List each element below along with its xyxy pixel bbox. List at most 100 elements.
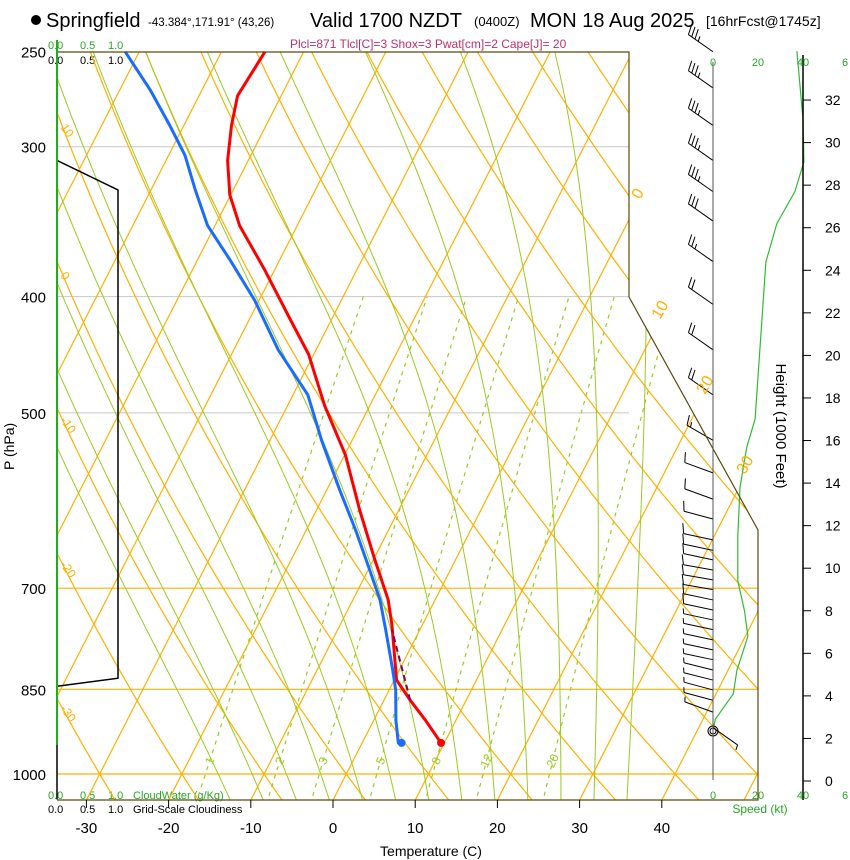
wind-barb-flag (687, 367, 693, 378)
cloudwater-tick: 1.0 (108, 40, 123, 52)
temperature-tick-label: 20 (489, 820, 506, 837)
temperature-tick-label: -10 (240, 820, 262, 837)
wind-barb-half (697, 36, 701, 42)
speed-tick-label: 40 (797, 790, 809, 802)
wind-barb-half (735, 744, 739, 751)
wind-barb-stem (683, 564, 714, 571)
wind-barb-flag (691, 166, 696, 177)
wind-barb-stem (683, 633, 714, 641)
x-axis-label: Temperature (C) (380, 843, 482, 859)
moist-adiabat-line (57, 52, 266, 800)
wind-barb (684, 452, 714, 474)
wind-barb-stem (683, 643, 714, 651)
pressure-tick-label: 250 (21, 45, 46, 62)
wind-barb-flag (687, 234, 693, 245)
wind-barb-stem (683, 622, 714, 631)
wind-barb-stem (683, 652, 714, 661)
moist-adiabat-line (57, 52, 332, 800)
cloudiness-tick: 0.5 (80, 804, 95, 816)
height-tick-label: 8 (825, 603, 833, 619)
wind-barb-stem (688, 377, 714, 396)
wind-barb (681, 554, 714, 571)
moist-adiabat-line (57, 52, 233, 800)
wind-barb-stem (683, 583, 714, 591)
wind-barb (682, 593, 714, 611)
wind-barb-flag (687, 60, 693, 71)
isotherm-label: 0 (629, 186, 648, 202)
speed-tick-label: 0 (710, 790, 716, 802)
height-tick-label: 26 (825, 220, 841, 236)
cloudwater-label: CloudWater (g/Kg) (133, 790, 224, 802)
height-tick-label: 24 (825, 262, 841, 278)
mixing-ratio-line (367, 296, 520, 800)
dry-adiabat-line (409, 52, 758, 800)
wind-barb (712, 727, 739, 751)
valid-time: Valid 1700 NZDT (310, 10, 462, 32)
wind-barb (687, 60, 714, 89)
wind-barb-stem (688, 70, 714, 89)
utc-time: (0400Z) (474, 14, 520, 29)
forecast-info: [16hrFcst@1745z] (706, 13, 821, 29)
wind-barb (683, 667, 714, 681)
wind-barb-flag (687, 133, 693, 144)
wind-barb (682, 628, 714, 641)
wind-barb-stem (683, 533, 714, 541)
mixing-ratio-label: 20 (544, 752, 562, 770)
wind-barb (681, 574, 714, 591)
wind-barb-flag (691, 236, 696, 247)
wind-barb (683, 676, 714, 691)
wind-barb-stem (688, 243, 714, 263)
plot-frame (57, 51, 759, 801)
pressure-tick-label: 300 (21, 140, 46, 157)
mixing-ratio-line (474, 296, 615, 800)
wind-barb-flag (684, 478, 686, 489)
isotherm-line (576, 52, 758, 800)
wind-barb-stem (688, 203, 714, 222)
wind-barb (687, 193, 714, 222)
wind-barb-flag (682, 533, 685, 545)
wind-barb (682, 533, 714, 551)
wind-barb-half (697, 110, 701, 116)
cloudwater-tick: 0.5 (80, 790, 95, 802)
wind-barb-flag (682, 543, 685, 554)
pressure-tick-label: 850 (21, 682, 46, 699)
height-tick-label: 10 (825, 560, 841, 576)
wind-barb-stem (683, 543, 714, 551)
cloudiness-label: Grid-Scale Cloudiness (133, 804, 243, 816)
mixing-ratio-label: 12 (477, 752, 495, 770)
pressure-tick-label: 400 (21, 290, 46, 307)
mixing-ratio-line (195, 296, 364, 800)
moist-adiabat-line (355, 52, 529, 800)
station-name: Springfield (46, 10, 141, 32)
cloudwater-tick: 0.5 (80, 40, 95, 52)
temperature-tick-label: -20 (158, 820, 180, 837)
wind-barb-stem (712, 727, 738, 746)
dry-adiabat-line (57, 52, 119, 800)
height-tick-label: 16 (825, 433, 841, 449)
moist-adiabat-line (136, 52, 430, 800)
wind-barb-flag (681, 564, 684, 575)
wind-barb (683, 687, 714, 701)
height-tick-label: 18 (825, 390, 841, 406)
y-axis-label: P (hPa) (1, 423, 17, 470)
cloudwater-tick: 1.0 (108, 790, 123, 802)
dry-adiabat-line (57, 52, 286, 800)
wind-barb (682, 543, 714, 561)
pressure-tick-label: 500 (21, 406, 46, 423)
wind-barb (682, 583, 714, 601)
wind-barb-stem (684, 701, 714, 713)
temperature-tick-label: 30 (571, 820, 588, 837)
moist-adiabat-line (197, 52, 463, 800)
cloudiness-tick: 1.0 (108, 55, 123, 67)
height-tick-label: 22 (825, 305, 841, 321)
wind-barb (687, 133, 714, 161)
wind-barb-half (697, 176, 701, 182)
wind-barb-stem (683, 553, 714, 561)
wind-barb-flag (694, 102, 699, 114)
dry-adiabat-line (57, 52, 202, 800)
wind-barb-stem (688, 332, 714, 351)
station-dot-icon (31, 15, 41, 25)
wind-barb (687, 234, 714, 263)
wind-barb-flag (694, 137, 699, 148)
